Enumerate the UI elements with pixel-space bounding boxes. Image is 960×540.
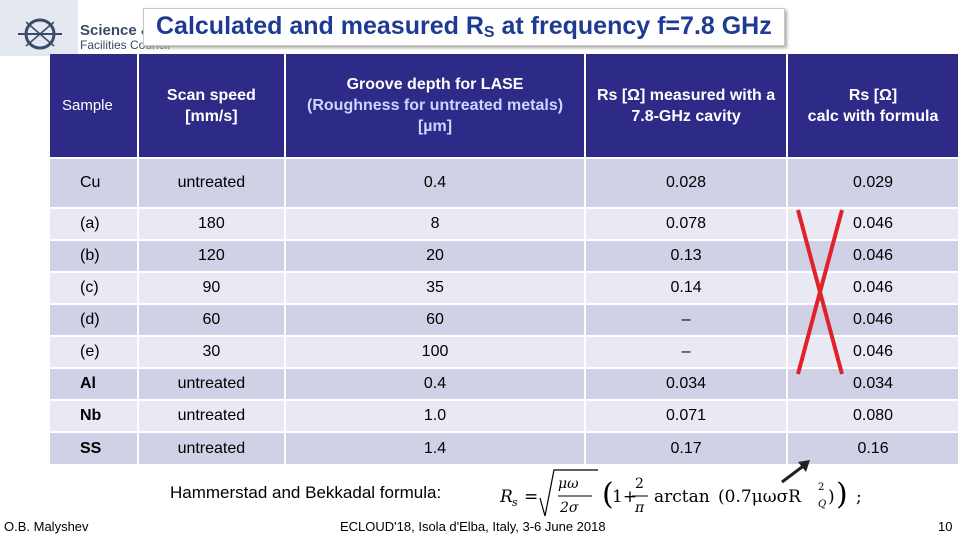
cell-speed: untreated bbox=[137, 157, 286, 208]
cell-groove: 1.0 bbox=[284, 399, 587, 432]
table-row: Al untreated 0.4 0.034 0.034 bbox=[50, 367, 960, 400]
stfc-emblem-icon bbox=[0, 0, 78, 56]
table-row: (b) 120 20 0.13 0.046 bbox=[50, 239, 960, 272]
cell-measured: 0.14 bbox=[585, 271, 789, 304]
cell-speed: untreated bbox=[137, 399, 286, 432]
cell-sample: (e) bbox=[50, 335, 139, 368]
formula-arg-suffix: ) bbox=[828, 487, 835, 507]
cell-speed: 180 bbox=[137, 207, 286, 240]
cell-speed: untreated bbox=[137, 367, 286, 400]
formula-arg-sub: Q bbox=[818, 499, 826, 510]
cell-groove: 1.4 bbox=[284, 431, 587, 464]
table-row: (c) 90 35 0.14 0.046 bbox=[50, 271, 960, 304]
rs-table: Sample Scan speed [mm/s] Groove depth fo… bbox=[50, 54, 960, 464]
table-header-row: Sample Scan speed [mm/s] Groove depth fo… bbox=[50, 54, 960, 158]
formula-num-top: μω bbox=[558, 476, 579, 492]
cell-measured: 0.13 bbox=[585, 239, 789, 272]
cell-sample: (d) bbox=[50, 303, 139, 336]
cell-speed: 60 bbox=[137, 303, 286, 336]
formula-lhs: R bbox=[499, 487, 513, 507]
formula-label: Hammerstad and Bekkadal formula: bbox=[170, 483, 442, 502]
cell-speed: 120 bbox=[137, 239, 286, 272]
title-suffix: at frequency f=7.8 GHz bbox=[494, 12, 772, 40]
cell-groove: 8 bbox=[284, 207, 587, 240]
cell-measured: – bbox=[585, 335, 789, 368]
formula-equals: = bbox=[524, 487, 538, 507]
cell-calc: 0.046 bbox=[787, 207, 960, 240]
paren-close: ) bbox=[836, 477, 848, 512]
cell-calc: 0.034 bbox=[787, 367, 960, 400]
formula-frac-bottom: π bbox=[634, 500, 645, 516]
cell-measured: 0.17 bbox=[585, 431, 789, 464]
cell-calc: 0.046 bbox=[787, 239, 960, 272]
cell-calc: 0.029 bbox=[787, 157, 960, 208]
cell-speed: untreated bbox=[137, 431, 286, 464]
cell-groove: 0.4 bbox=[284, 367, 587, 400]
cell-measured: 0.034 bbox=[585, 367, 789, 400]
cell-sample: (c) bbox=[50, 271, 139, 304]
arrow-icon bbox=[781, 460, 810, 484]
cell-speed: 30 bbox=[137, 335, 286, 368]
table-row: SS untreated 1.4 0.17 0.16 bbox=[50, 431, 960, 464]
red-cross-icon bbox=[796, 209, 844, 375]
page-number: 10 bbox=[938, 519, 953, 534]
footer-author: O.B. Malyshev bbox=[4, 519, 89, 534]
header-sample: Sample bbox=[50, 54, 139, 158]
cell-speed: 90 bbox=[137, 271, 286, 304]
formula-arctan: arctan bbox=[654, 487, 710, 507]
cell-groove: 60 bbox=[284, 303, 587, 336]
table-row: (a) 180 8 0.078 0.046 bbox=[50, 207, 960, 240]
header-groove-depth: Groove depth for LASE (Roughness for unt… bbox=[284, 54, 587, 158]
table-row: (e) 30 100 – 0.046 bbox=[50, 335, 960, 368]
header-groove-line1: Groove depth for LASE bbox=[346, 76, 524, 93]
cell-sample: Cu bbox=[50, 157, 139, 208]
cell-groove: 20 bbox=[284, 239, 587, 272]
cell-measured: 0.071 bbox=[585, 399, 789, 432]
cell-measured: – bbox=[585, 303, 789, 336]
logo-line1: Science & bbox=[80, 22, 152, 39]
formula-arg-prefix: (0.7μωσR bbox=[718, 487, 802, 507]
cell-calc: 0.080 bbox=[787, 399, 960, 432]
cell-groove: 35 bbox=[284, 271, 587, 304]
cell-sample: SS bbox=[50, 431, 139, 464]
header-rs-calc-line1: Rs [Ω] bbox=[848, 86, 898, 104]
sqrt-sign bbox=[539, 469, 598, 517]
cell-sample: Al bbox=[50, 367, 139, 400]
table-row: (d) 60 60 – 0.046 bbox=[50, 303, 960, 336]
title-subscript: S bbox=[483, 24, 495, 41]
formula-frac-top: 2 bbox=[635, 476, 644, 492]
header-rs-calc-line2: calc with formula bbox=[807, 107, 939, 125]
slide-title: Calculated and measured RS at frequency … bbox=[143, 8, 785, 46]
cell-sample: Nb bbox=[50, 399, 139, 432]
formula-end: ; bbox=[856, 487, 862, 507]
formula-num-bottom: 2σ bbox=[559, 500, 579, 516]
formula-lhs-sub: s bbox=[512, 496, 518, 509]
header-rs-calc: Rs [Ω] calc with formula bbox=[787, 54, 960, 158]
table-row: Nb untreated 1.0 0.071 0.080 bbox=[50, 399, 960, 432]
hammerstad-formula: R s = μω 2σ ( 1+ 2 π arctan (0.7μωσR Q 2… bbox=[499, 469, 862, 517]
cell-calc: 0.046 bbox=[787, 335, 960, 368]
paren-open: ( bbox=[602, 477, 614, 512]
cell-calc: 0.16 bbox=[787, 431, 960, 464]
formula-arg-sup: 2 bbox=[818, 482, 824, 493]
cell-measured: 0.078 bbox=[585, 207, 789, 240]
title-prefix: Calculated and measured R bbox=[156, 12, 484, 40]
cell-measured: 0.028 bbox=[585, 157, 789, 208]
cell-sample: (b) bbox=[50, 239, 139, 272]
footer-event: ECLOUD'18, Isola d'Elba, Italy, 3-6 June… bbox=[340, 519, 606, 534]
cell-groove: 100 bbox=[284, 335, 587, 368]
header-rs-measured: Rs [Ω] measured with a 7.8-GHz cavity bbox=[585, 54, 789, 158]
header-scan-speed: Scan speed [mm/s] bbox=[137, 54, 286, 158]
header-groove-line2: (Roughness for untreated metals) [µm] bbox=[307, 97, 564, 135]
cell-groove: 0.4 bbox=[284, 157, 587, 208]
table-row: Cu untreated 0.4 0.028 0.029 bbox=[50, 157, 960, 208]
formula-one-plus: 1+ bbox=[612, 487, 637, 507]
cell-sample: (a) bbox=[50, 207, 139, 240]
